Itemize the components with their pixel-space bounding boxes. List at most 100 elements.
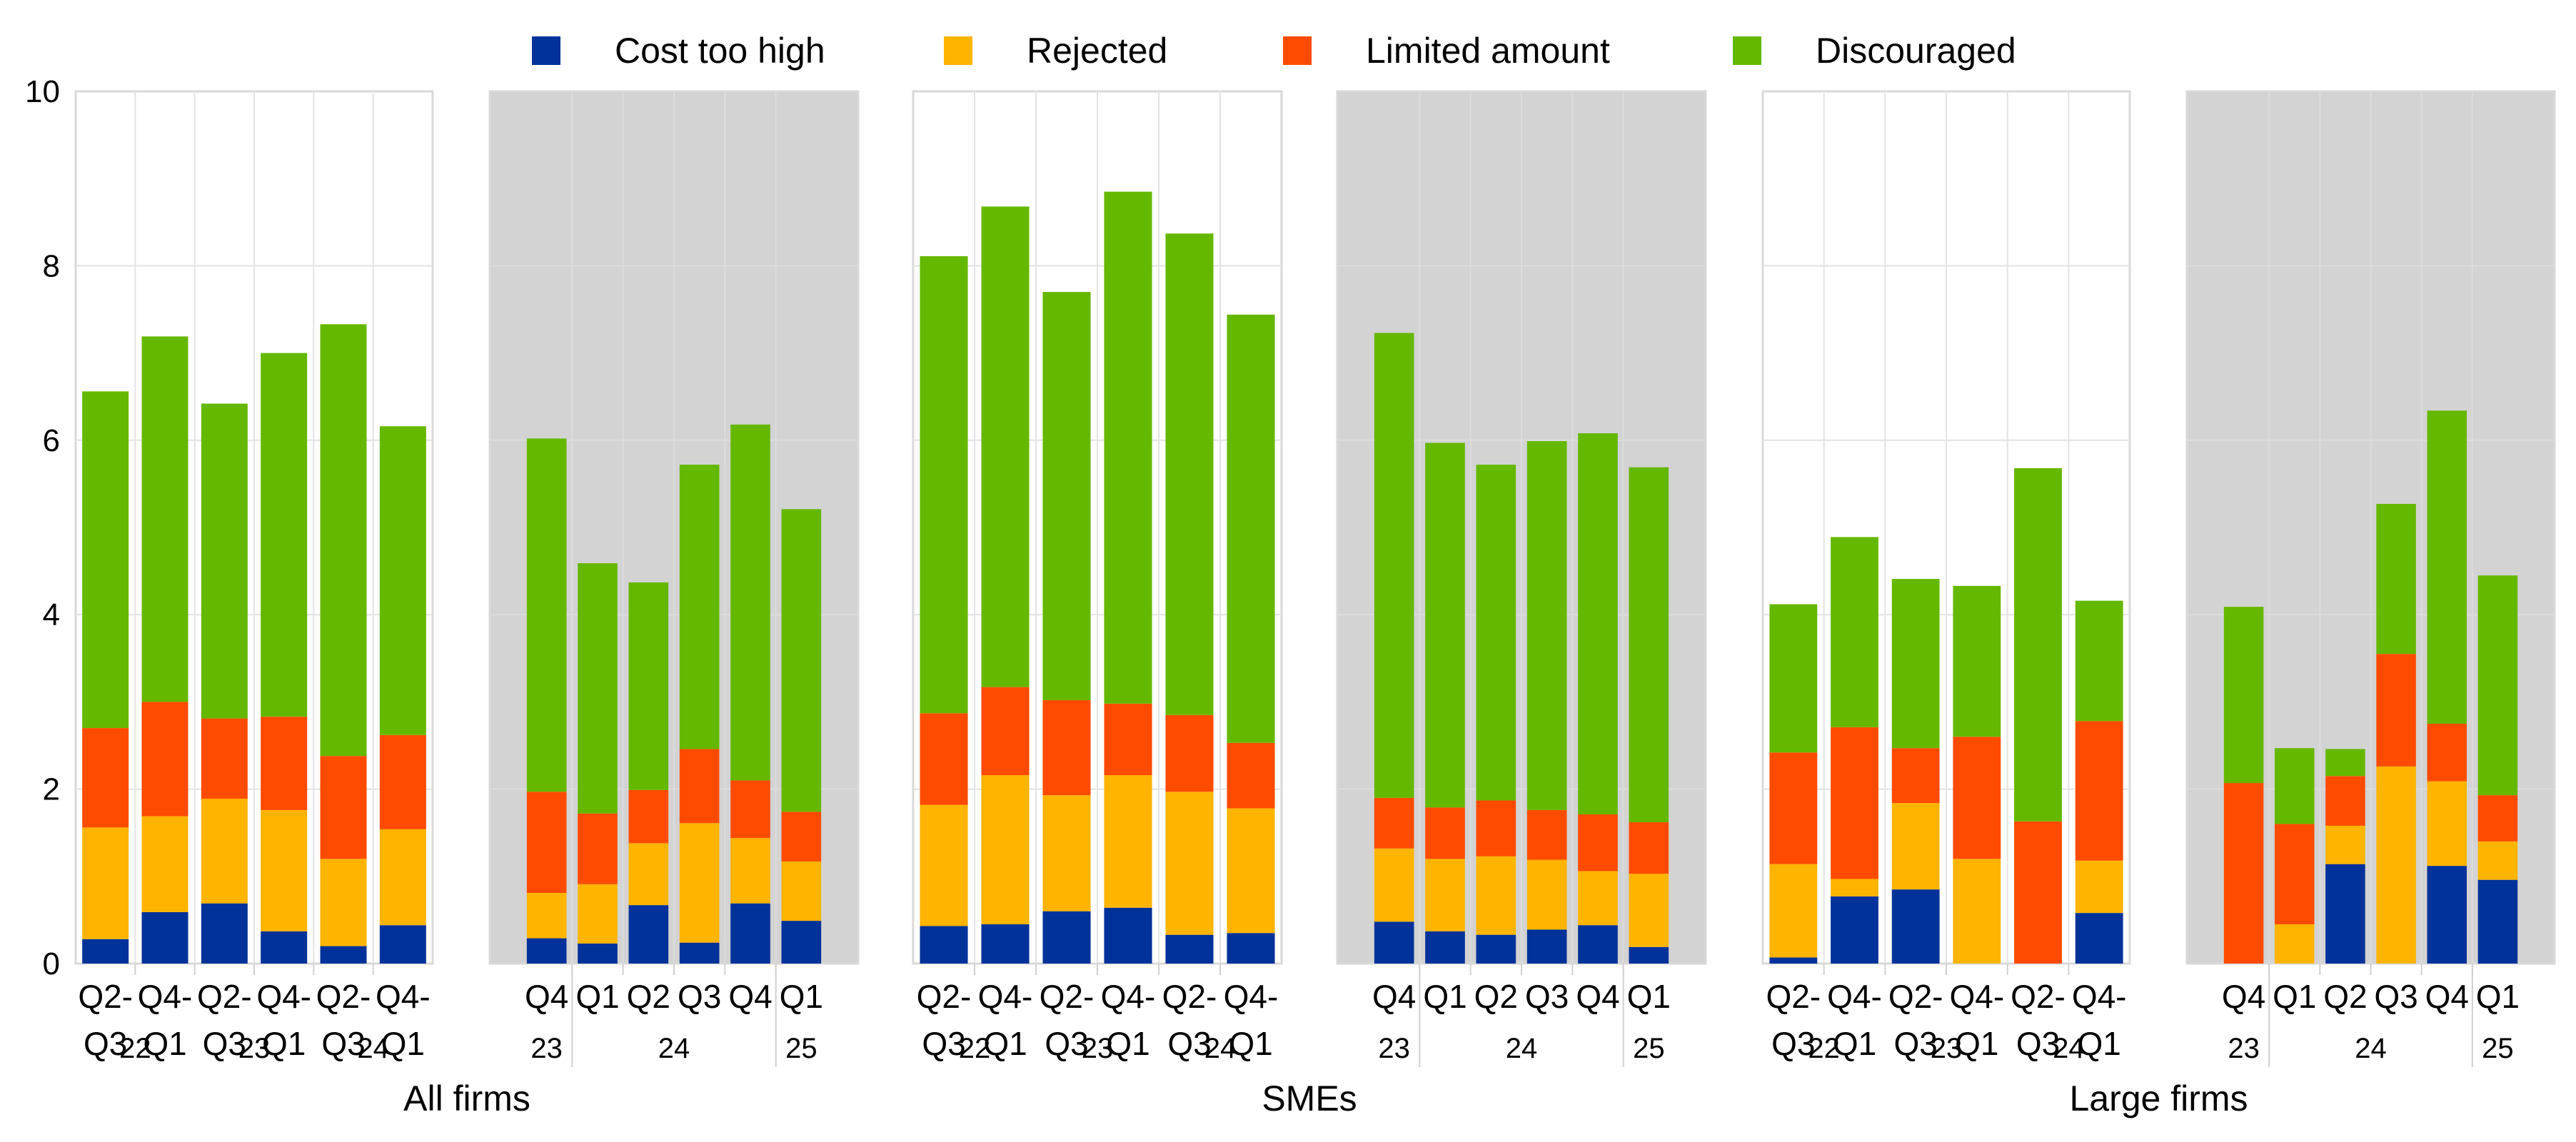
bar-segment-limited-amount (920, 713, 968, 805)
bar-segment-cost-too-high (730, 903, 770, 964)
bar-segment-limited-amount (1425, 807, 1465, 859)
x-tick-label: Q1 (1423, 978, 1466, 1015)
bar-segment-limited-amount (2274, 824, 2315, 925)
bar-segment-discouraged (1629, 467, 1669, 823)
bar-segment-cost-too-high (1374, 921, 1414, 964)
bar-segment-cost-too-high (2477, 879, 2518, 964)
bar-segment-limited-amount (1891, 748, 1940, 804)
bar-segment-rejected (261, 809, 308, 931)
x-tick-label: Q2- (1888, 978, 1943, 1015)
x-tick-label: Q4 (1576, 978, 1619, 1015)
bar-segment-discouraged (1425, 443, 1465, 808)
bar-segment-rejected (320, 859, 367, 946)
legend-item-limited-amount: Limited amount (1283, 26, 1610, 76)
bar-segment-cost-too-high (1629, 946, 1669, 964)
x-tick-label: Q4- (1949, 978, 2004, 1015)
year-label: 24 (658, 1033, 690, 1064)
legend-swatch-cost-too-high (532, 36, 560, 65)
year-label: 25 (785, 1033, 817, 1064)
bar-segment-discouraged (1526, 441, 1567, 810)
x-tick-label: Q4 (2222, 978, 2265, 1015)
bar-segment-limited-amount (730, 780, 770, 839)
bar-segment-discouraged (1891, 579, 1940, 749)
bar-segment-discouraged (526, 438, 567, 792)
bar-segment-limited-amount (1374, 797, 1414, 849)
bar-segment-discouraged (781, 509, 822, 812)
bar-segment-rejected (141, 816, 188, 912)
bar-segment-rejected (781, 861, 822, 921)
bar-segment-cost-too-high (201, 903, 248, 964)
bar-segment-limited-amount (781, 812, 822, 862)
bar-segment-cost-too-high (679, 942, 720, 964)
year-label: 22 (1808, 1033, 1840, 1064)
bar-segment-discouraged (141, 336, 188, 702)
bar-segment-cost-too-high (981, 924, 1030, 964)
bar-segment-cost-too-high (2325, 864, 2365, 964)
bar-segment-rejected (526, 893, 567, 939)
year-label: 23 (2228, 1033, 2260, 1064)
bar-segment-rejected (1891, 803, 1940, 890)
bar-segment-limited-amount (1769, 752, 1818, 864)
bar-segment-discouraged (1831, 537, 1878, 727)
bar-segment-discouraged (379, 426, 426, 735)
legend-label-rejected: Rejected (1027, 31, 1168, 71)
bar-segment-limited-amount (201, 718, 248, 799)
x-tick-label: Q3 (84, 1025, 127, 1062)
bar-segment-rejected (1374, 848, 1414, 922)
year-label: 24 (1506, 1033, 1538, 1064)
legend-item-discouraged: Discouraged (1733, 26, 2016, 76)
bar-segment-limited-amount (1831, 727, 1878, 879)
group-title-all-firms: All firms (403, 1078, 530, 1118)
legend-label-discouraged: Discouraged (1816, 31, 2016, 71)
bar-segment-discouraged (1953, 585, 2001, 737)
bar-segment-cost-too-high (526, 938, 567, 964)
x-tick-label: Q2- (2011, 978, 2066, 1015)
year-label: 23 (238, 1033, 271, 1064)
bar-segment-cost-too-high (1042, 911, 1091, 964)
bar-segment-cost-too-high (2075, 913, 2123, 964)
x-tick-label: Q1 (983, 1025, 1027, 1062)
bar-segment-limited-amount (2427, 723, 2467, 782)
bar-segment-rejected (2075, 860, 2123, 914)
bar-segment-rejected (1578, 871, 1618, 926)
x-tick-label: Q1 (381, 1025, 425, 1062)
bar-segment-limited-amount (1526, 809, 1567, 860)
bar-segment-limited-amount (2075, 721, 2123, 861)
bar-segment-cost-too-high (379, 925, 426, 964)
bar-segment-discouraged (1374, 333, 1414, 798)
x-tick-label: Q2- (1766, 978, 1821, 1015)
x-tick-label: Q1 (1229, 1025, 1272, 1062)
bar-segment-limited-amount (679, 749, 720, 824)
bar-segment-rejected (920, 804, 968, 926)
x-tick-label: Q4- (978, 978, 1033, 1015)
bar-segment-rejected (1042, 795, 1091, 911)
x-tick-label: Q1 (262, 1025, 306, 1062)
bar-segment-rejected (2376, 766, 2416, 964)
x-tick-label: Q3 (678, 978, 721, 1015)
bar-segment-discouraged (920, 256, 968, 714)
bar-segment-rejected (578, 884, 618, 944)
bar-segment-discouraged (2427, 410, 2467, 724)
group-title-smes: SMEs (1262, 1078, 1357, 1118)
year-label: 24 (1204, 1033, 1237, 1064)
bar-segment-discouraged (2325, 749, 2365, 777)
x-tick-label: Q3 (1525, 978, 1569, 1015)
bar-segment-cost-too-high (1104, 907, 1152, 964)
bar-segment-cost-too-high (1526, 929, 1567, 964)
x-tick-label: Q3 (1167, 1025, 1211, 1062)
x-tick-label: Q4- (376, 978, 431, 1015)
group-title-large-firms: Large firms (2069, 1078, 2248, 1118)
x-tick-label: Q3 (2016, 1025, 2060, 1062)
bar-segment-rejected (82, 827, 129, 939)
year-label: 24 (2053, 1033, 2085, 1064)
bar-segment-cost-too-high (261, 931, 308, 964)
y-tick-label: 8 (43, 248, 60, 283)
bar-segment-discouraged (1476, 465, 1516, 801)
bar-segment-rejected (1629, 874, 1669, 947)
x-tick-label: Q4- (256, 978, 311, 1015)
year-label: 23 (1378, 1033, 1410, 1064)
